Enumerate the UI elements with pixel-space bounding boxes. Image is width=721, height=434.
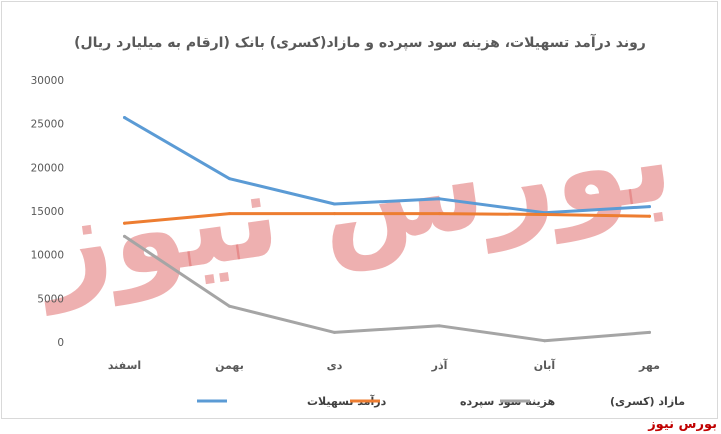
series-1-point [438,212,441,216]
chart-svg: روند درآمد تسهیلات، هزینه سود سپرده و ما… [27,33,685,408]
series-0-point [333,202,336,206]
legend-label: مازاد (کسری) [610,395,685,408]
y-axis: 0 5000 10000 15000 20000 25000 30000 [31,75,64,349]
x-category-label: آذر [431,358,448,372]
legend-label: درآمد تسهیلات [307,394,387,408]
y-tick-label: 25000 [31,119,64,131]
series-1-point [543,212,546,216]
series-2-point [123,234,126,238]
series-line-2 [123,234,651,343]
series-2-point [648,330,651,334]
series-0-point [648,205,651,209]
y-tick-label: 30000 [31,75,64,87]
x-category-label: مهر [638,359,660,372]
x-category-label: آبان [534,358,556,372]
x-category-label: اسفند [108,359,141,372]
x-axis: مهر آبان آذر دی بهمن اسفند [108,358,660,372]
series-0-point [228,177,231,181]
series-2-point [333,330,336,334]
y-tick-label: 15000 [31,206,64,218]
series-line-0 [123,116,651,215]
x-category-label: دی [327,359,343,372]
series-2-point [228,304,231,308]
legend-item: مازاد (کسری) [500,395,685,408]
y-tick-label: 0 [57,337,64,349]
legend-item: درآمد تسهیلات [197,394,387,408]
brand-logo-text: بورس نیوز [648,417,717,432]
series-1-point [228,212,231,216]
series-1-point [648,214,651,218]
series-line-1 [123,212,651,225]
series-1-point [333,212,336,216]
series-0-point [123,116,126,120]
chart-title: روند درآمد تسهیلات، هزینه سود سپرده و ما… [74,33,646,51]
x-category-label: بهمن [215,359,244,372]
series-0-point [438,197,441,201]
chart-frame: روند درآمد تسهیلات، هزینه سود سپرده و ما… [1,1,718,419]
series-1-point [123,221,126,225]
y-tick-label: 5000 [37,293,64,305]
series-2-point [543,339,546,343]
series-lines [123,116,651,343]
y-tick-label: 10000 [31,250,64,262]
series-2-point [438,324,441,328]
y-tick-label: 20000 [31,162,64,174]
